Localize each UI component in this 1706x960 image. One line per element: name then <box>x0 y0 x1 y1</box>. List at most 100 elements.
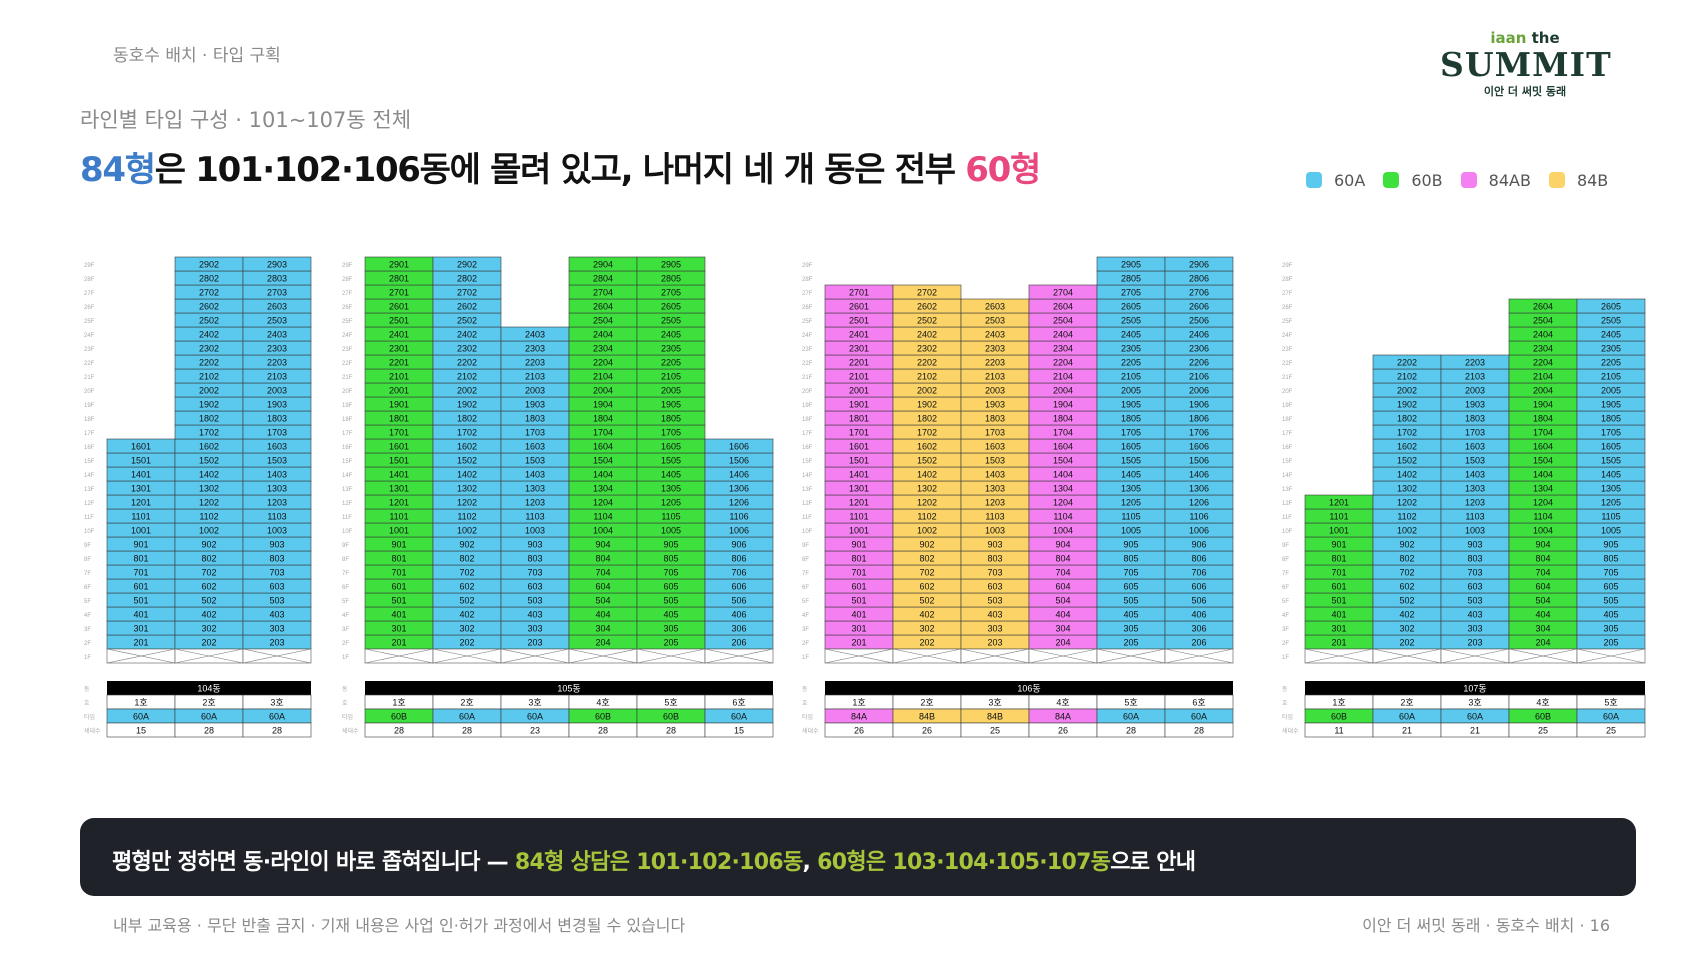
units-cell-text: 21 <box>1402 726 1412 736</box>
unit-number: 2803 <box>267 274 287 284</box>
unit-number: 2802 <box>199 274 219 284</box>
floor-label: 15F <box>802 459 813 465</box>
unit-number: 1104 <box>593 512 612 522</box>
unit-number: 901 <box>391 540 406 550</box>
dong-name-104: 104동 <box>197 684 220 694</box>
unit-number: 1101 <box>131 512 150 522</box>
unit-number: 1506 <box>1189 456 1209 466</box>
floor-label: 28F <box>84 277 95 283</box>
floor-label: 7F <box>84 571 91 577</box>
floor-label: 6F <box>802 585 809 591</box>
unit-number: 1203 <box>267 498 287 508</box>
unit-number: 1704 <box>1053 428 1073 438</box>
floor-label: 16F <box>342 445 353 451</box>
unit-number: 205 <box>1123 638 1138 648</box>
unit-number: 902 <box>919 540 934 550</box>
unit-number: 1305 <box>661 484 681 494</box>
unit-number: 1906 <box>1189 400 1209 410</box>
unit-number: 2302 <box>457 344 477 354</box>
unit-number: 801 <box>133 554 148 564</box>
floor-label: 21F <box>1282 375 1293 381</box>
unit-number: 403 <box>1467 610 1482 620</box>
units-cell-text: 28 <box>666 726 676 736</box>
table-row-label: 동 <box>84 686 90 693</box>
unit-number: 1901 <box>389 400 409 410</box>
floor-label: 4F <box>1282 613 1289 619</box>
unit-number: 203 <box>987 638 1002 648</box>
unit-number: 2503 <box>985 316 1005 326</box>
unit-number: 305 <box>1123 624 1138 634</box>
unit-number: 904 <box>1055 540 1070 550</box>
unit-number: 1302 <box>199 484 219 494</box>
unit-number: 2702 <box>199 288 219 298</box>
unit-number: 1003 <box>267 526 287 536</box>
unit-number: 202 <box>201 638 216 648</box>
unit-number: 2502 <box>199 316 219 326</box>
unit-number: 1504 <box>1053 456 1073 466</box>
unit-number: 902 <box>1399 540 1414 550</box>
units-cell-text: 26 <box>1058 726 1068 736</box>
units-cell <box>242 722 312 738</box>
unit-number: 1604 <box>593 442 613 452</box>
pilotis-cross <box>824 648 894 664</box>
unit-number: 604 <box>595 582 610 592</box>
unit-number: 201 <box>133 638 148 648</box>
unit-number: 2201 <box>849 358 869 368</box>
unit-number: 2102 <box>917 372 937 382</box>
type-cell-text: 60A <box>201 712 217 722</box>
unit-number: 1201 <box>1329 498 1349 508</box>
unit-number: 2605 <box>661 302 681 312</box>
unit-number: 905 <box>1603 540 1618 550</box>
unit-number: 803 <box>527 554 542 564</box>
unit-number: 2003 <box>267 386 287 396</box>
unit-number: 2404 <box>1533 330 1553 340</box>
unit-number: 2101 <box>389 372 409 382</box>
unit-number: 702 <box>201 568 216 578</box>
units-cell-text: 28 <box>1126 726 1136 736</box>
floor-label: 24F <box>802 333 813 339</box>
unit-number: 1505 <box>1601 456 1621 466</box>
unit-number: 401 <box>133 610 148 620</box>
legend-item-60a: 60A <box>1306 171 1365 190</box>
unit-number: 2404 <box>593 330 613 340</box>
unit-number: 2001 <box>389 386 409 396</box>
ho-cell-text: 6호 <box>1192 698 1205 708</box>
unit-number: 1403 <box>1465 470 1485 480</box>
kicker: 라인별 타입 구성 · 101~107동 전체 <box>80 108 412 132</box>
unit-number: 402 <box>919 610 934 620</box>
pilotis-cross <box>1508 648 1578 664</box>
unit-number: 2003 <box>1465 386 1485 396</box>
unit-number: 1202 <box>457 498 477 508</box>
floor-label: 17F <box>1282 431 1293 437</box>
unit-number: 2405 <box>661 330 681 340</box>
ho-cell-text: 3호 <box>988 698 1001 708</box>
floor-label: 15F <box>1282 459 1293 465</box>
floor-label: 10F <box>1282 529 1293 535</box>
unit-number: 2702 <box>917 288 937 298</box>
units-cell-text: 25 <box>990 726 1000 736</box>
unit-number: 1101 <box>389 512 408 522</box>
floor-label: 26F <box>342 305 353 311</box>
unit-number: 2504 <box>1053 316 1073 326</box>
unit-number: 401 <box>1331 610 1346 620</box>
unit-number: 2305 <box>661 344 681 354</box>
unit-number: 702 <box>919 568 934 578</box>
unit-number: 1703 <box>985 428 1005 438</box>
unit-number: 903 <box>269 540 284 550</box>
unit-number: 1604 <box>1053 442 1073 452</box>
unit-number: 1803 <box>267 414 287 424</box>
unit-number: 2104 <box>1053 372 1073 382</box>
ho-cell-text: 2호 <box>1400 698 1413 708</box>
unit-number: 1201 <box>849 498 869 508</box>
unit-number: 904 <box>595 540 610 550</box>
unit-number: 504 <box>1535 596 1550 606</box>
floor-label: 27F <box>342 291 353 297</box>
unit-number: 1901 <box>849 400 869 410</box>
unit-number: 1203 <box>985 498 1005 508</box>
unit-number: 602 <box>1399 582 1414 592</box>
title-middle: 은 101·102·106동에 몰려 있고, 나머지 네 개 동은 전부 <box>154 150 966 190</box>
unit-number: 903 <box>987 540 1002 550</box>
unit-number: 1306 <box>729 484 749 494</box>
pilotis-cross <box>432 648 502 664</box>
table-row-label: 세대수 <box>1282 727 1299 735</box>
